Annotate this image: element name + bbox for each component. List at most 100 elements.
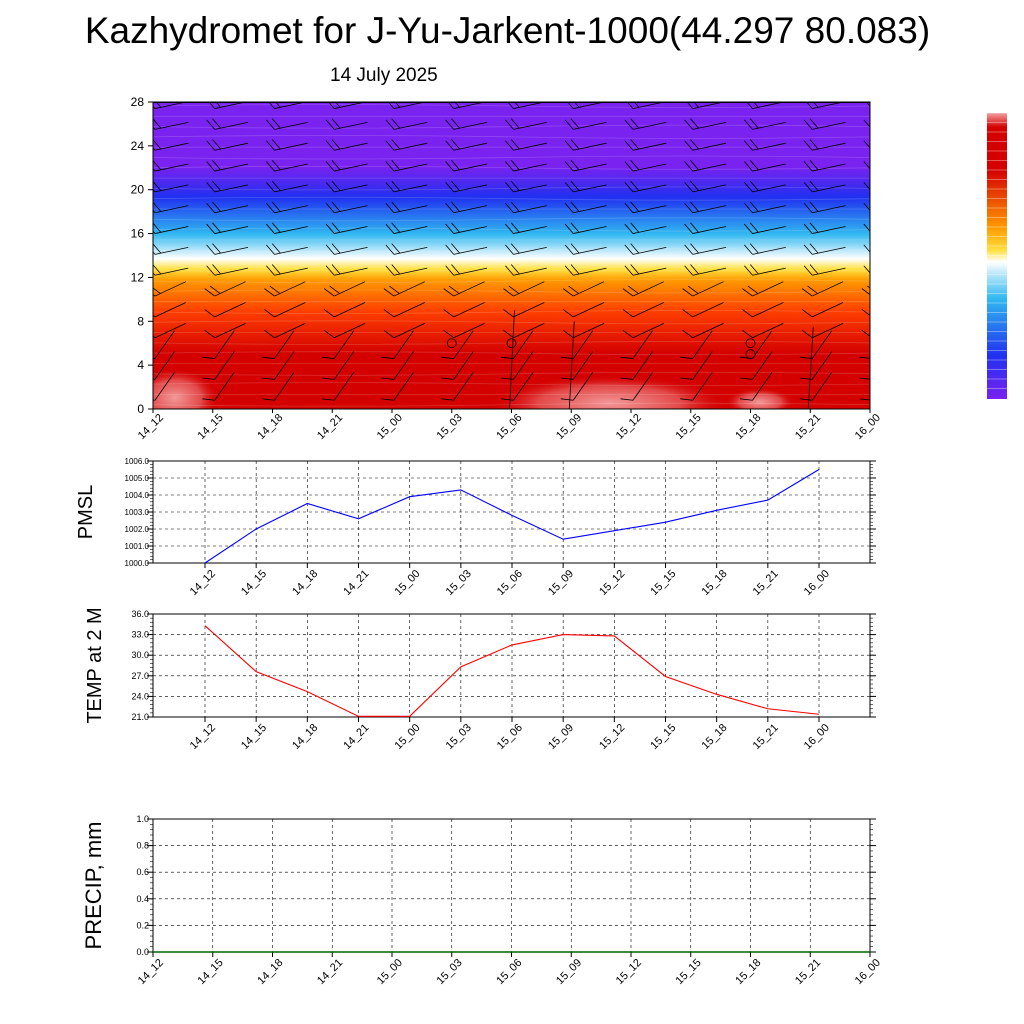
barb-flag [153, 264, 162, 275]
barb-flag [510, 180, 520, 191]
barb-flag [801, 288, 813, 297]
barb-flag [501, 398, 514, 401]
wind-barb [624, 243, 667, 255]
barb-shaft [274, 302, 306, 318]
barb-shaft [572, 372, 594, 401]
y-tick-label: 24 [131, 139, 145, 153]
wind-barb [325, 222, 368, 234]
barb-shaft [872, 102, 905, 109]
y-tick-label: 1000.0 [125, 559, 150, 568]
wind-barb [445, 264, 488, 276]
barb-flag [153, 140, 156, 151]
barb-shaft [453, 351, 474, 380]
barb-shaft [513, 302, 545, 318]
barb-flag [445, 119, 455, 130]
barb-flag [680, 377, 693, 380]
wind-barb [680, 351, 713, 380]
barb-flag [570, 243, 580, 254]
barb-flag [624, 140, 634, 151]
barb-flag [271, 264, 281, 275]
wind-barb [443, 281, 485, 297]
x-tick-label: 15_21 [751, 568, 781, 598]
x-tick-label: 14_18 [255, 957, 285, 987]
barb-flag [863, 182, 870, 193]
wind-barb [863, 102, 905, 109]
wind-barb [262, 372, 295, 401]
wind-barb [863, 222, 905, 234]
wind-barb [501, 351, 534, 380]
wind-barb [206, 180, 249, 193]
contour-line [153, 227, 870, 232]
wind-barb [799, 330, 833, 359]
wind-barb [503, 281, 545, 297]
barb-flag [510, 264, 520, 275]
barb-flag [389, 285, 400, 294]
barb-flag [383, 309, 395, 318]
barb-flag [749, 139, 759, 150]
x-tick-label: 15_21 [793, 412, 823, 442]
barb-flag [861, 309, 870, 318]
barb-shaft [453, 330, 474, 359]
barb-flag [863, 140, 870, 151]
wind-barb [564, 139, 607, 151]
barb-flag [212, 118, 221, 129]
barb-flag [445, 265, 455, 276]
wind-barb [266, 160, 308, 172]
contour-line [153, 217, 870, 222]
x-tick-label: 15_06 [495, 722, 525, 752]
barb-flag [510, 222, 520, 233]
barb-flag [562, 288, 574, 297]
wind-barb [264, 323, 306, 339]
x-tick-label: 15_06 [494, 957, 524, 987]
wind-barb [863, 264, 870, 276]
barb-flag [564, 161, 574, 172]
barb-flag [331, 160, 341, 171]
barb-shaft [692, 372, 713, 401]
wind-barb [441, 330, 474, 359]
barb-shaft [752, 302, 784, 318]
wind-barb [385, 243, 428, 255]
barb-flag [451, 243, 460, 254]
barb-flag [562, 309, 574, 318]
barb-shaft [513, 330, 534, 359]
wind-barb [153, 351, 175, 380]
barb-flag [445, 102, 455, 109]
contour-line [153, 124, 870, 129]
wind-barb [740, 351, 773, 380]
barb-flag [451, 222, 460, 233]
wind-barb [620, 330, 653, 359]
barb-flag [264, 329, 275, 339]
wind-barb [445, 243, 488, 255]
wind-barb [204, 323, 246, 339]
wind-barb [153, 201, 189, 214]
barb-shaft [333, 372, 355, 401]
chart-title: Kazhydromet for J-Yu-Jarkent-1000(44.297… [84, 10, 931, 51]
x-tick-label: 15_03 [444, 722, 474, 752]
barb-flag [690, 180, 699, 191]
barb-flag [212, 222, 221, 233]
barb-shaft [872, 227, 905, 234]
barb-flag [564, 265, 574, 276]
x-tick-label: 16_00 [853, 957, 883, 987]
heatmap-panel: 0 4 8 12 16 20 24 28 14_12 14_15 14_18 14_21 15_00 15… [131, 95, 905, 442]
barb-flag [682, 288, 693, 297]
vertical-barb [568, 321, 575, 409]
x-tick-label: 15_03 [435, 412, 465, 442]
barb-flag [564, 182, 574, 193]
barb-flag [803, 102, 813, 109]
barb-shaft [872, 122, 905, 129]
barb-flag [206, 161, 216, 172]
barb-flag [381, 356, 395, 359]
barb-flag [325, 102, 335, 109]
barb-flag [443, 309, 454, 318]
barb-flag [325, 119, 335, 130]
barb-flag [562, 329, 574, 339]
barb-flag [391, 243, 401, 254]
barb-flag [690, 160, 699, 171]
barb-flag [443, 288, 454, 297]
colorbar [987, 112, 1007, 399]
barb-flag [451, 160, 460, 171]
barb-flag [391, 160, 401, 171]
barb-shaft [274, 372, 295, 401]
barb-flag [441, 356, 454, 359]
